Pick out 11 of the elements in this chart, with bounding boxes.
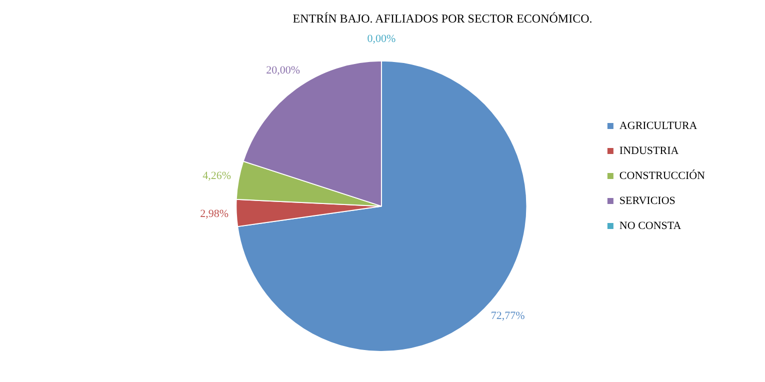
chart-title: ENTRÍN BAJO. AFILIADOS POR SECTOR ECONÓMICO. — [292, 11, 592, 26]
legend-label: SERVICIOS — [619, 194, 676, 207]
legend-label: INDUSTRIA — [619, 144, 679, 157]
legend-label: CONSTRUCCIÓN — [619, 168, 706, 182]
data-label: 2,98% — [200, 208, 229, 220]
data-label: 72,77% — [490, 310, 525, 322]
legend-label: NO CONSTA — [619, 220, 682, 232]
data-label: 4,26% — [202, 170, 232, 182]
data-label: 20,00% — [266, 64, 300, 77]
text: 0,00% — [367, 32, 396, 45]
legend-label: AGRICULTURA — [619, 120, 698, 132]
